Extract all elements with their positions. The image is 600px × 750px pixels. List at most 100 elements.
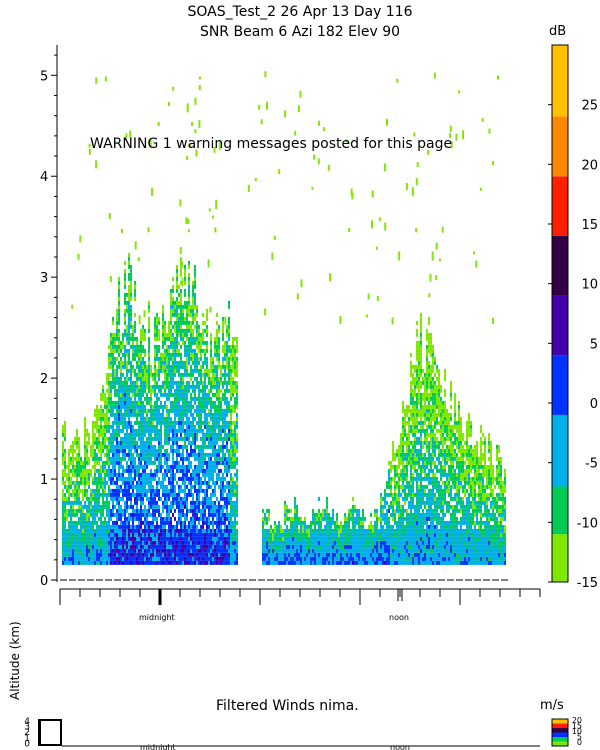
snr-cell bbox=[304, 524, 306, 529]
snr-cell bbox=[202, 420, 204, 425]
snr-cell bbox=[206, 556, 208, 561]
snr-cell bbox=[166, 428, 168, 433]
snr-cell bbox=[208, 428, 210, 433]
snr-cell bbox=[182, 444, 184, 449]
snr-cell bbox=[122, 540, 124, 545]
snr-cell bbox=[194, 432, 196, 437]
snr-cell bbox=[204, 548, 206, 553]
snr-cell bbox=[224, 556, 226, 561]
snr-cell bbox=[166, 544, 168, 549]
snr-cell bbox=[190, 396, 192, 401]
snr-cell bbox=[124, 272, 126, 277]
snr-cell bbox=[200, 332, 202, 337]
snr-cell bbox=[82, 548, 84, 553]
snr-cell bbox=[180, 536, 182, 541]
snr-cell bbox=[172, 300, 174, 305]
snr-cell bbox=[76, 440, 78, 445]
snr-cell bbox=[296, 556, 298, 561]
snr-cell bbox=[188, 508, 190, 513]
snr-cell bbox=[156, 548, 158, 553]
snr-cell bbox=[196, 556, 198, 561]
snr-cell bbox=[100, 432, 102, 437]
snr-cell bbox=[204, 452, 206, 457]
snr-cell bbox=[176, 332, 178, 337]
snr-cell bbox=[102, 500, 104, 505]
snr-cell bbox=[78, 516, 80, 521]
snr-cell bbox=[138, 460, 140, 465]
snr-cell bbox=[74, 508, 76, 513]
snr-cell bbox=[164, 452, 166, 457]
snr-cell bbox=[172, 392, 174, 397]
snr-cell bbox=[150, 500, 152, 505]
snr-cell bbox=[150, 504, 152, 509]
snr-cell bbox=[312, 552, 314, 557]
snr-cell bbox=[94, 436, 96, 441]
snr-cell bbox=[148, 432, 150, 437]
snr-cell bbox=[156, 392, 158, 397]
snr-cell bbox=[392, 528, 394, 533]
snr-cell bbox=[140, 412, 142, 417]
snr-cell bbox=[204, 444, 206, 449]
snr-cell bbox=[346, 556, 348, 561]
snr-cell bbox=[182, 308, 184, 313]
snr-cell bbox=[146, 412, 148, 417]
snr-cell bbox=[94, 552, 96, 557]
snr-cell bbox=[70, 532, 72, 537]
snr-cell bbox=[322, 556, 324, 561]
snr-cell bbox=[94, 540, 96, 545]
snr-cell bbox=[194, 356, 196, 361]
snr-cell bbox=[96, 548, 98, 553]
snr-cell bbox=[234, 460, 236, 465]
snr-cell bbox=[116, 524, 118, 529]
snr-cell bbox=[138, 536, 140, 541]
snr-cell bbox=[110, 412, 112, 417]
snr-cell bbox=[146, 480, 148, 485]
snr-cell bbox=[196, 408, 198, 413]
snr-cell bbox=[130, 540, 132, 545]
snr-cell bbox=[146, 524, 148, 529]
snr-cell bbox=[194, 368, 196, 373]
snr-cell bbox=[166, 548, 168, 553]
snr-cell bbox=[122, 416, 124, 421]
snr-cell bbox=[394, 484, 396, 489]
snr-cell bbox=[176, 452, 178, 457]
snr-cell bbox=[138, 516, 140, 521]
snr-cell bbox=[74, 484, 76, 489]
snr-cell bbox=[208, 500, 210, 505]
snr-cell bbox=[114, 496, 116, 501]
snr-cell bbox=[214, 372, 216, 377]
snr-cell bbox=[118, 336, 120, 341]
snr-cell bbox=[196, 548, 198, 553]
snr-cell bbox=[396, 540, 398, 545]
snr-cell bbox=[224, 452, 226, 457]
snr-cell bbox=[118, 352, 120, 357]
snr-cell bbox=[126, 388, 128, 393]
snr-cell bbox=[186, 400, 188, 405]
snr-cell bbox=[80, 544, 82, 549]
snr-cell bbox=[184, 560, 186, 565]
snr-cell bbox=[396, 496, 398, 501]
snr-cell bbox=[358, 544, 360, 549]
snr-cell bbox=[102, 544, 104, 549]
snr-cell bbox=[352, 540, 354, 545]
snr-cell bbox=[286, 552, 288, 557]
snr-cell bbox=[236, 512, 238, 517]
snr-cell bbox=[326, 560, 328, 565]
snr-cell bbox=[122, 480, 124, 485]
snr-cell bbox=[184, 536, 186, 541]
snr-cell bbox=[106, 500, 108, 505]
snr-cell bbox=[154, 472, 156, 477]
snr-cell bbox=[90, 492, 92, 497]
snr-cell bbox=[210, 536, 212, 541]
snr-cell bbox=[206, 412, 208, 417]
snr-cell bbox=[284, 508, 286, 513]
snr-cell bbox=[124, 420, 126, 425]
snr-cell bbox=[178, 352, 180, 357]
snr-cell bbox=[366, 536, 368, 541]
snr-cell bbox=[154, 492, 156, 497]
snr-cell bbox=[150, 536, 152, 541]
snr-cell bbox=[392, 560, 394, 565]
snr-cell bbox=[270, 556, 272, 561]
snr-cell bbox=[122, 552, 124, 557]
snr-cell bbox=[230, 384, 232, 389]
